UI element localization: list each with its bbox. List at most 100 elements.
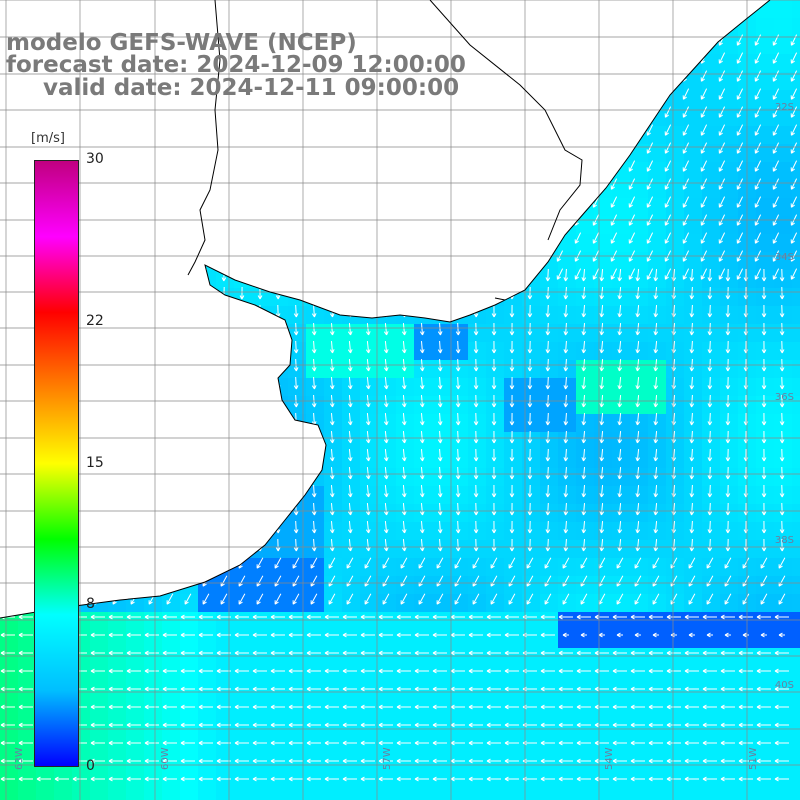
field-cell <box>504 576 523 595</box>
field-cell <box>756 162 775 181</box>
wind-arrow <box>414 776 429 782</box>
field-cell <box>792 432 800 451</box>
field-cell <box>612 612 631 631</box>
wind-arrow <box>90 740 105 746</box>
wind-arrow <box>718 196 726 208</box>
field-cell <box>594 378 613 397</box>
wind-arrow <box>689 268 695 282</box>
wind-arrow <box>450 686 465 692</box>
wind-arrow <box>545 466 551 480</box>
field-cell <box>324 594 343 613</box>
field-cell <box>342 738 361 757</box>
wind-arrow <box>558 650 573 656</box>
wind-arrow <box>612 668 627 674</box>
wind-arrow <box>653 340 659 354</box>
wind-arrow <box>760 593 768 605</box>
field-cell <box>774 126 793 145</box>
wind-arrow <box>329 466 335 480</box>
field-cell <box>594 216 613 235</box>
wind-arrow <box>486 758 501 764</box>
wind-arrow <box>419 340 425 354</box>
field-cell <box>540 630 559 649</box>
wind-arrow <box>306 614 321 620</box>
field-cell <box>468 630 487 649</box>
wind-arrow <box>682 88 690 100</box>
wind-arrow <box>126 776 141 782</box>
wind-arrow <box>779 376 785 390</box>
latitude-label: 38S <box>774 535 794 546</box>
field-cell <box>612 198 631 217</box>
field-cell <box>396 666 415 685</box>
field-cell <box>684 162 703 181</box>
wind-arrow <box>270 650 285 656</box>
wind-arrow <box>419 520 425 534</box>
wind-arrow <box>90 704 105 710</box>
wind-arrow <box>504 704 519 710</box>
wind-arrow <box>450 650 465 656</box>
field-cell <box>378 558 397 577</box>
wind-arrow <box>720 722 735 728</box>
wind-arrow <box>576 668 591 674</box>
wind-arrow <box>509 520 515 534</box>
field-cell <box>414 774 433 793</box>
field-cell <box>270 774 289 793</box>
wind-arrow <box>558 668 573 674</box>
field-cell <box>792 162 800 181</box>
wind-arrow <box>0 758 15 764</box>
field-cell <box>630 630 649 649</box>
wind-arrow <box>778 593 786 605</box>
wind-arrow <box>610 178 618 190</box>
wind-arrow <box>270 632 285 638</box>
wind-arrow <box>779 322 785 336</box>
wind-arrow <box>540 776 555 782</box>
wind-arrow <box>491 340 497 354</box>
wind-arrow <box>756 722 771 728</box>
field-cell <box>342 630 361 649</box>
field-cell <box>450 648 469 667</box>
wind-arrow <box>563 340 569 354</box>
field-cell <box>414 792 433 800</box>
field-cell <box>648 648 667 667</box>
field-cell <box>504 558 523 577</box>
field-cell <box>576 594 595 613</box>
field-cell <box>198 630 217 649</box>
wind-arrow <box>473 412 479 426</box>
wind-arrow <box>617 466 623 480</box>
wind-arrow <box>725 268 731 282</box>
field-cell <box>684 126 703 145</box>
wind-arrow <box>754 268 762 280</box>
field-cell <box>288 684 307 703</box>
wind-arrow <box>293 304 299 318</box>
wind-arrow <box>558 758 573 764</box>
field-cell <box>648 144 667 163</box>
wind-arrow <box>126 650 141 656</box>
field-cell <box>684 648 703 667</box>
field-cell <box>792 576 800 595</box>
field-cell <box>756 180 775 199</box>
wind-arrow <box>576 758 591 764</box>
field-cell <box>360 612 379 631</box>
field-cell <box>792 396 800 415</box>
field-cell <box>648 594 667 613</box>
wind-arrow <box>239 286 245 300</box>
field-cell <box>144 594 163 613</box>
field-cell <box>90 738 109 757</box>
wind-arrow <box>599 430 605 444</box>
wind-arrow <box>450 632 465 638</box>
wind-arrow <box>486 776 501 782</box>
wind-arrow <box>472 593 480 605</box>
wind-arrow <box>718 232 726 244</box>
field-cell <box>90 648 109 667</box>
field-cell <box>540 774 559 793</box>
field-cell <box>144 792 163 800</box>
field-cell <box>792 558 800 577</box>
field-cell <box>684 144 703 163</box>
wind-arrow <box>761 322 767 336</box>
field-cell <box>720 612 739 631</box>
field-cell <box>630 468 649 487</box>
field-cell <box>630 576 649 595</box>
field-cell <box>396 702 415 721</box>
field-cell <box>576 360 595 379</box>
wind-arrow <box>646 124 654 136</box>
wind-arrow <box>689 430 695 444</box>
